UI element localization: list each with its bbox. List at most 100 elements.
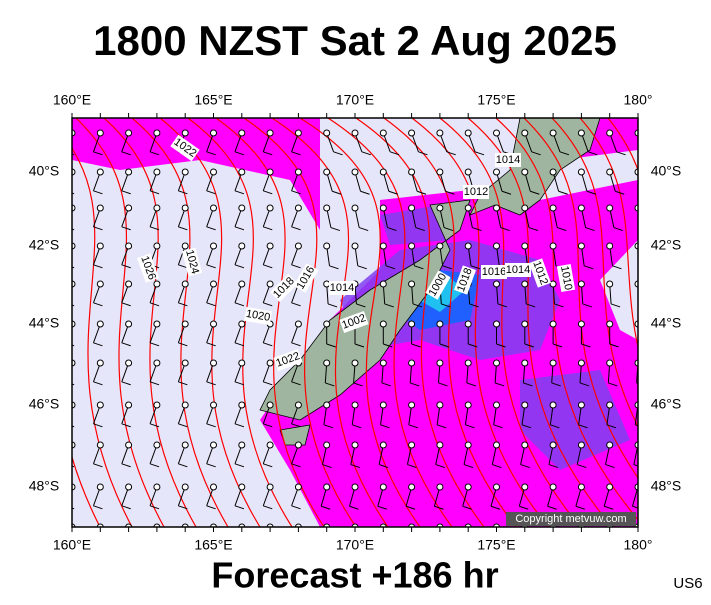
isobar-label: 1018 xyxy=(453,265,477,295)
barb-station xyxy=(294,168,302,176)
barb-station xyxy=(408,401,416,409)
isobar-label-box xyxy=(181,247,203,277)
barb-station xyxy=(96,204,104,212)
isobar-label: 1020 xyxy=(243,306,273,326)
isobar-label-box xyxy=(425,270,451,300)
barb-flag xyxy=(291,423,301,428)
barb-flag xyxy=(578,424,588,429)
isobar-label: 1014 xyxy=(495,153,521,167)
isobar xyxy=(327,118,453,527)
barb-station xyxy=(181,242,189,250)
lon-label: 175°E xyxy=(477,537,515,553)
isobar xyxy=(355,118,485,527)
barb-station xyxy=(125,242,133,250)
barb-flag xyxy=(439,343,450,348)
barb-station xyxy=(577,401,585,409)
barb-flag xyxy=(263,302,273,307)
barb-flag xyxy=(121,264,131,269)
barb-flag xyxy=(490,505,501,510)
barb-station xyxy=(96,129,104,137)
barb-station xyxy=(521,168,529,176)
barb-flag xyxy=(234,151,245,156)
isobar-label-box xyxy=(273,348,303,372)
lat-label: 40°S xyxy=(651,163,682,179)
barb-flag xyxy=(234,463,245,468)
barb-staff xyxy=(72,363,73,365)
barb-flag xyxy=(575,546,584,549)
isobar-label-box xyxy=(293,263,319,293)
barb-station xyxy=(266,483,274,491)
barb-flag xyxy=(639,304,648,307)
barb-station xyxy=(379,129,387,137)
barb-flag xyxy=(615,190,625,195)
barb-flag xyxy=(381,382,392,387)
barb-station xyxy=(493,129,500,137)
barb-station xyxy=(549,129,557,137)
barb-flag xyxy=(330,227,341,232)
barb-station xyxy=(521,483,529,491)
barb-flag xyxy=(557,227,567,232)
barb-flag xyxy=(645,152,654,155)
barb-flag xyxy=(178,264,188,269)
barb-station xyxy=(153,204,161,212)
lat-label: 42°S xyxy=(651,237,682,253)
barb-station xyxy=(493,441,500,449)
lat-label: 44°S xyxy=(29,315,60,331)
barb-station xyxy=(181,204,189,212)
barb-station xyxy=(464,242,472,250)
barb-station xyxy=(436,242,444,250)
barb-station xyxy=(181,359,189,367)
barb-flag xyxy=(206,342,216,347)
isobar xyxy=(579,118,638,350)
barb-station xyxy=(323,204,331,212)
barb-station xyxy=(266,204,274,212)
barb-station xyxy=(125,441,133,449)
barb-flag xyxy=(149,463,160,468)
barb-flag xyxy=(407,464,417,469)
barb-staff xyxy=(467,526,469,527)
barb-flag xyxy=(582,303,592,308)
barb-station xyxy=(96,359,104,367)
barb-staff xyxy=(72,487,73,489)
isobar-label-box xyxy=(243,306,273,326)
barb-flag xyxy=(418,151,428,156)
barb-station xyxy=(436,129,444,137)
barb-flag xyxy=(178,423,188,428)
barb-station xyxy=(549,359,557,367)
barb-flag xyxy=(389,151,400,156)
barb-station xyxy=(351,168,359,176)
isobar xyxy=(299,118,421,527)
barb-station xyxy=(606,129,614,137)
barb-station xyxy=(464,401,472,409)
barb-flag xyxy=(149,423,160,428)
barb-station xyxy=(521,359,529,367)
barb-flag xyxy=(501,190,512,195)
isobar-label: 1012 xyxy=(528,258,552,288)
barb-station xyxy=(493,204,500,212)
barb-flag xyxy=(644,191,653,194)
barb-flag xyxy=(291,463,301,468)
isobar-label-box xyxy=(170,134,200,162)
barb-staff xyxy=(580,526,582,527)
barb-staff xyxy=(241,526,242,527)
barb-station xyxy=(323,483,331,491)
barb-station xyxy=(408,204,416,212)
barb-staff xyxy=(72,172,73,174)
isobar-label-text: 1020 xyxy=(245,308,271,324)
barb-flag xyxy=(383,343,393,348)
barb-staff xyxy=(609,526,610,527)
isobar-label-text: 1012 xyxy=(464,186,488,198)
barb-flag xyxy=(234,302,245,307)
isobar xyxy=(523,118,638,480)
barb-station xyxy=(606,320,614,328)
barb-station xyxy=(266,441,274,449)
barb-flag xyxy=(93,264,103,269)
barb-flag xyxy=(206,226,216,231)
barb-station xyxy=(521,280,529,288)
barb-flag xyxy=(584,265,594,270)
barb-station xyxy=(577,242,585,250)
barb-station xyxy=(493,320,500,328)
barb-flag xyxy=(121,302,131,307)
